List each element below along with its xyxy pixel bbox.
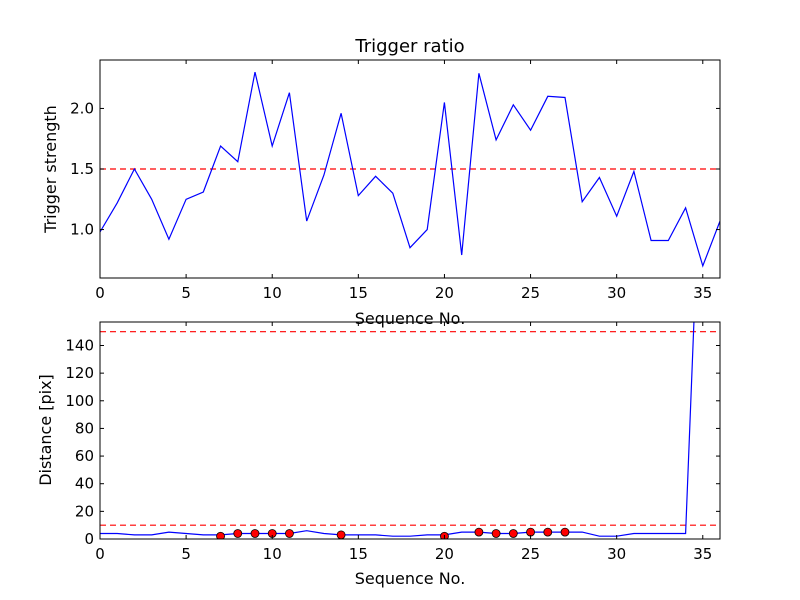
bottom-axes-frame (99, 321, 721, 540)
bottom-y-tick-label: 120 (65, 364, 94, 382)
bottom-x-tick-label: 5 (181, 545, 191, 563)
bottom-marker-point (508, 529, 518, 538)
bottom-x-tick-label: 10 (263, 545, 282, 563)
top-x-tick-label: 10 (263, 284, 282, 302)
top-y-tick-label: 2.0 (70, 99, 94, 117)
bottom-x-tick-label: 15 (349, 545, 368, 563)
bottom-y-tick-label: 80 (75, 419, 94, 437)
bottom-marker-point (543, 527, 553, 537)
bottom-ticks: 0 5 10 15 20 25 30 35 0 20 40 60 80 100 120 140 (65, 322, 720, 563)
top-x-tick-label: 25 (521, 284, 540, 302)
bottom-marker-point (285, 529, 294, 538)
bottom-marker-point (560, 527, 570, 537)
bottom-marker-point (233, 529, 243, 538)
bottom-x-axis-label: Sequence No. (355, 569, 466, 588)
top-x-tick-label: 5 (181, 284, 191, 302)
bottom-marker-point (336, 530, 346, 539)
bottom-x-tick-label: 25 (521, 545, 540, 563)
bottom-y-tick-label: 140 (65, 336, 94, 354)
bottom-y-tick-label: 40 (75, 475, 94, 493)
bottom-y-axis-label: Distance [pix] (36, 374, 55, 486)
top-x-tick-label: 20 (435, 284, 454, 302)
bottom-marker-point (491, 529, 501, 538)
top-x-tick-label: 15 (349, 284, 368, 302)
bottom-x-tick-label: 20 (435, 545, 454, 563)
bottom-marker-point (216, 531, 225, 539)
bottom-x-tick-label: 30 (607, 545, 626, 563)
bottom-y-tick-label: 20 (75, 502, 94, 520)
bottom-marker-point (250, 529, 260, 538)
top-y-tick-label: 1.5 (70, 160, 94, 178)
top-chart-title: Trigger ratio (354, 36, 464, 57)
bottom-x-tick-label: 35 (693, 545, 712, 563)
top-y-axis-label: Trigger strength (41, 105, 60, 234)
top-x-axis-label: Sequence No. (355, 309, 466, 328)
bottom-marker-point (474, 527, 484, 537)
top-x-tick-label: 0 (95, 284, 105, 302)
top-ticks: 0 5 10 15 20 25 30 35 1.0 1.5 2.0 (70, 60, 720, 302)
bottom-marker-point (526, 527, 535, 537)
bottom-y-tick-label: 0 (84, 530, 94, 548)
bottom-subplot: 0 5 10 15 20 25 30 35 0 20 40 60 80 100 120 140 Sequenc… (36, 321, 721, 588)
bottom-x-tick-label: 0 (95, 545, 105, 563)
top-x-tick-label: 30 (607, 284, 626, 302)
top-series-line-0 (100, 71, 720, 268)
top-plot-area (100, 71, 720, 268)
bottom-y-tick-label: 100 (65, 392, 94, 410)
bottom-series-line-0 (100, 322, 695, 537)
bottom-y-tick-label: 60 (75, 447, 94, 465)
top-x-tick-label: 35 (693, 284, 712, 302)
top-subplot: Trigger ratio 0 5 10 15 20 25 30 35 1.0 1.5 2.0 Se… (41, 36, 721, 328)
top-y-tick-label: 1.0 (70, 221, 94, 239)
